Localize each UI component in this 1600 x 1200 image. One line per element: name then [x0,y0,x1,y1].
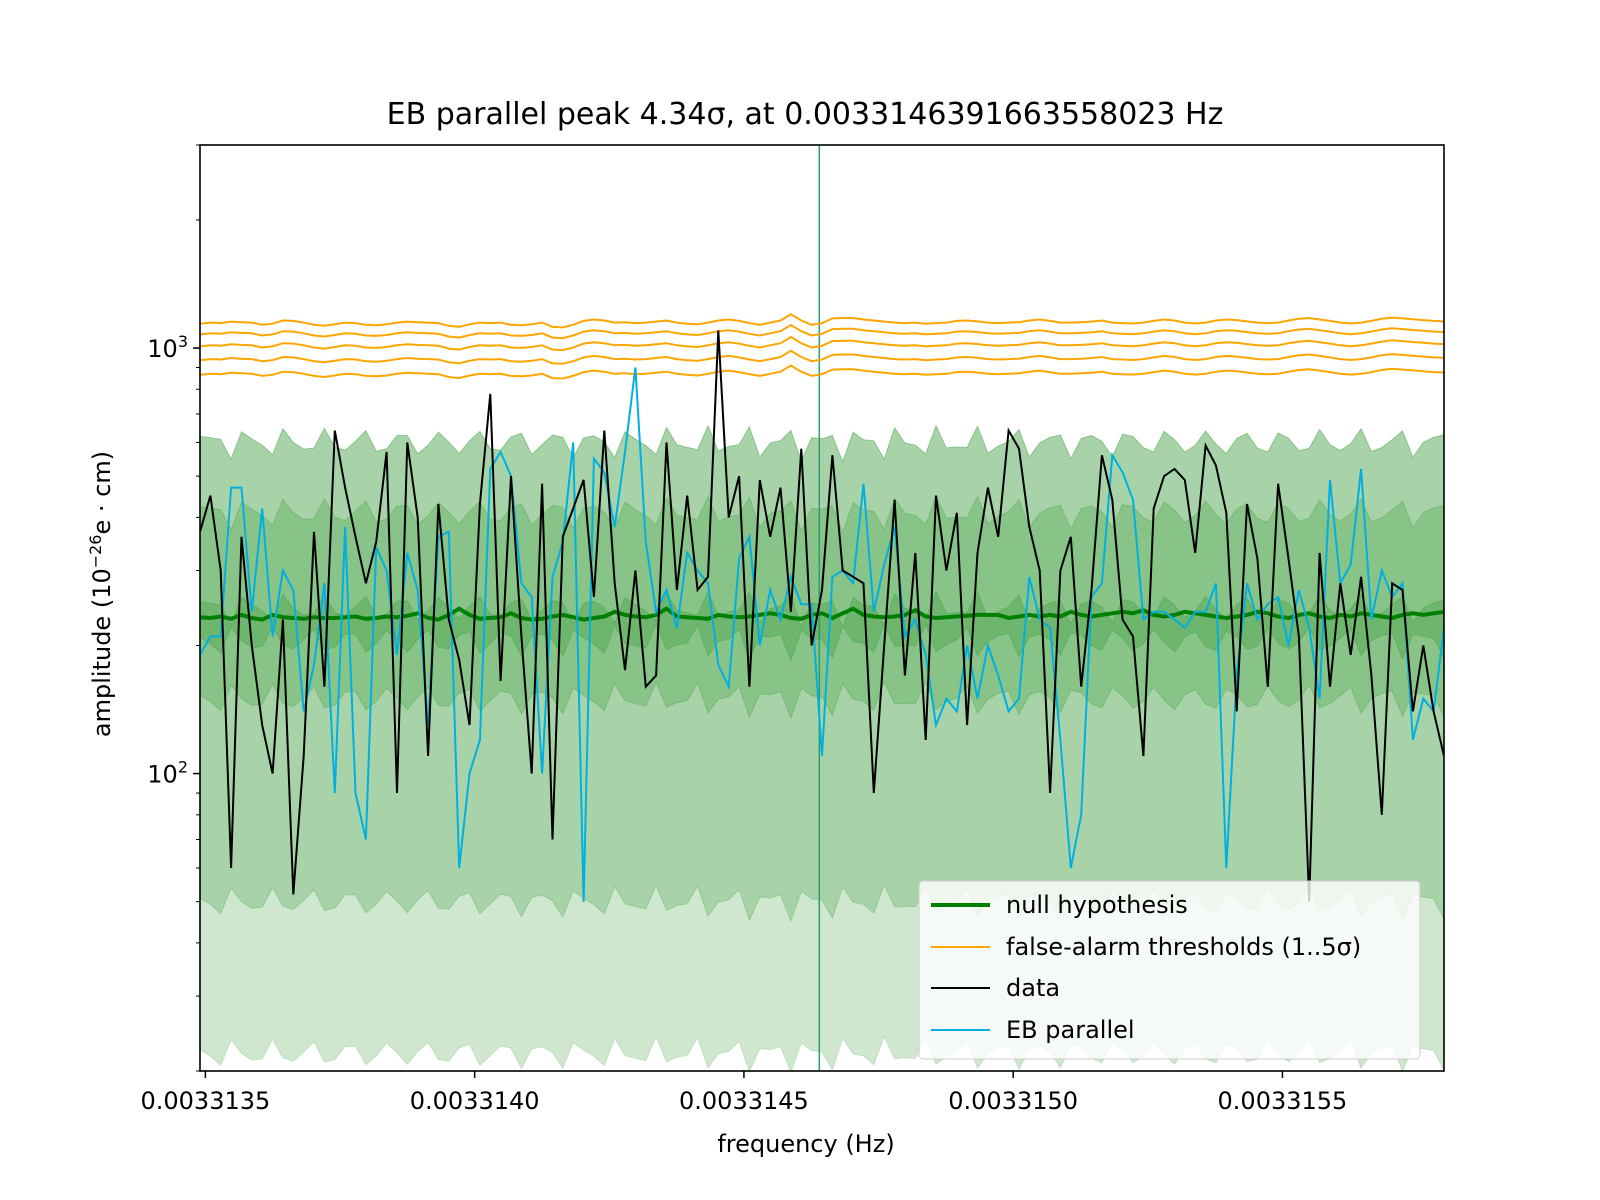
plot-area [200,145,1444,1071]
threshold-line-2sigma [200,349,1444,365]
y-axis-label: amplitude (10−26e · cm) [86,451,116,737]
y-axis-label-prefix: amplitude (10 [88,568,116,737]
x-tick-label: 0.0033140 [410,1087,540,1115]
x-tick-label: 0.0033150 [948,1087,1078,1115]
x-tick-label: 0.0033145 [679,1087,809,1115]
y-axis-label-exp: −26 [86,535,105,569]
threshold-line-5sigma [200,313,1444,329]
legend-box [918,880,1421,1060]
band-95 [200,424,1444,923]
x-tick-label: 0.0033135 [140,1087,270,1115]
threshold-line-3sigma [200,335,1444,352]
eb-parallel-line [200,367,1444,902]
legend-label-threshold: false-alarm thresholds (1..5σ) [1006,933,1361,961]
legend-label-eb: EB parallel [1006,1016,1135,1044]
legend-label-data: data [1006,974,1060,1002]
y-axis-label-suffix: e · cm) [88,451,116,535]
legend: null hypothesis false-alarm thresholds (… [918,880,1421,1060]
y-tick-label: 103 [147,332,188,363]
x-tick-label: 0.0033155 [1218,1087,1348,1115]
plot-frame [199,144,1445,1072]
threshold-line-1sigma [200,364,1444,380]
x-axis: 0.0033135 0.0033140 0.0033145 0.0033150 0.00… [140,1071,1347,1115]
band-68 [200,494,1444,720]
x-axis-label: frequency (Hz) [717,1130,894,1158]
null-hypothesis-line [200,606,1444,622]
data-line [200,330,1444,902]
threshold-line-4sigma [200,323,1444,340]
y-tick-label: 102 [147,758,188,789]
y-axis: 102 103 [147,144,200,1072]
legend-label-null: null hypothesis [1006,891,1188,919]
chart-title: EB parallel peak 4.34σ, at 0.00331463916… [387,97,1224,132]
